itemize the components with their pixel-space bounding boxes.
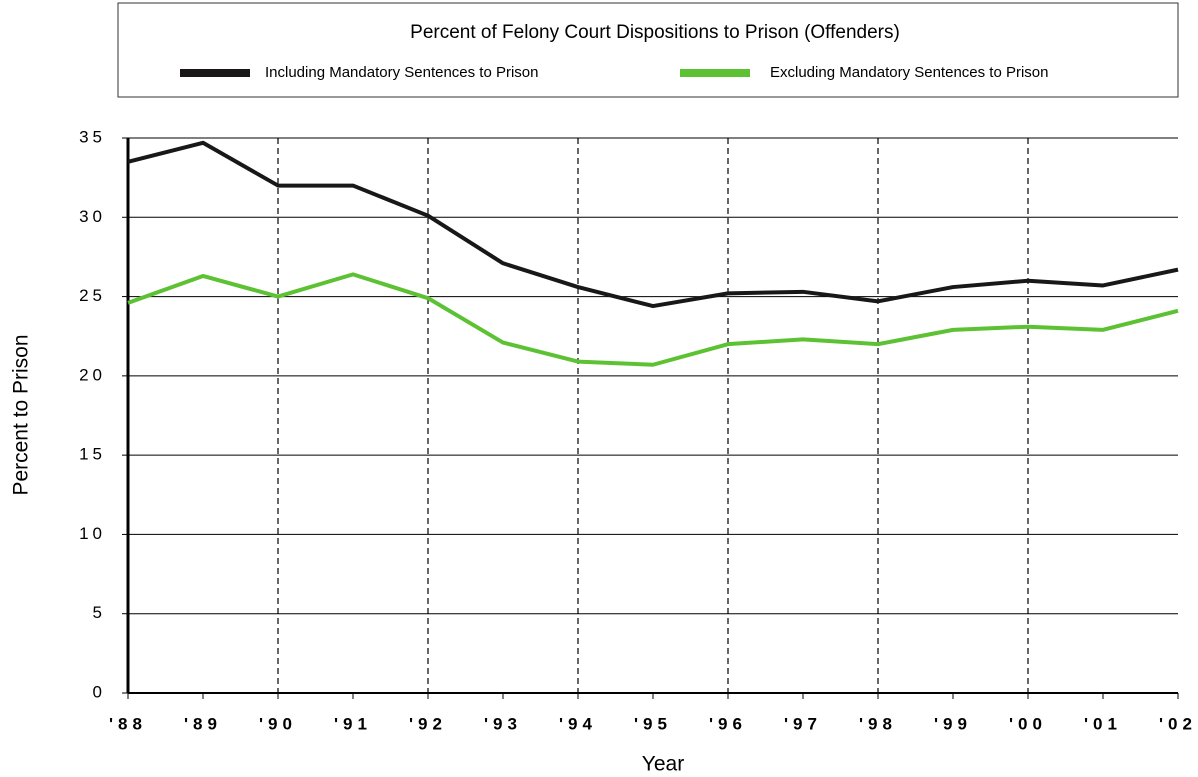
y-tick-label: 0 <box>93 682 106 701</box>
legend-swatch <box>680 69 750 77</box>
x-tick-label: '90 <box>259 714 297 733</box>
y-tick-label: 25 <box>79 286 106 305</box>
y-tick-label: 15 <box>79 445 106 464</box>
y-tick-label: 35 <box>79 127 106 146</box>
x-tick-label: '99 <box>934 714 972 733</box>
y-tick-label: 20 <box>79 365 106 384</box>
legend-label: Including Mandatory Sentences to Prison <box>265 64 539 81</box>
x-tick-label: '96 <box>709 714 747 733</box>
legend-box <box>117 2 1179 98</box>
x-tick-label: '01 <box>1084 714 1122 733</box>
x-axis-title: Year <box>642 753 684 776</box>
y-axis-title: Percent to Prison <box>10 334 33 495</box>
x-tick-label: '93 <box>484 714 522 733</box>
x-tick-label: '92 <box>409 714 447 733</box>
x-tick-label: '98 <box>859 714 897 733</box>
y-tick-label: 10 <box>79 524 106 543</box>
x-tick-label: '00 <box>1009 714 1047 733</box>
legend-label: Excluding Mandatory Sentences to Prison <box>770 64 1049 81</box>
x-tick-label: '97 <box>784 714 822 733</box>
data-line <box>127 272 1179 367</box>
y-tick-label: 5 <box>93 603 106 622</box>
y-tick-label: 30 <box>79 207 106 226</box>
chart-title: Percent of Felony Court Dispositions to … <box>410 22 900 43</box>
x-tick-label: '88 <box>109 714 147 733</box>
x-tick-label: '91 <box>334 714 372 733</box>
x-tick-label: '02 <box>1159 714 1197 733</box>
x-tick-label: '89 <box>184 714 222 733</box>
x-tick-label: '95 <box>634 714 672 733</box>
data-line <box>127 140 1179 309</box>
x-tick-label: '94 <box>559 714 597 733</box>
legend-swatch <box>180 69 250 77</box>
